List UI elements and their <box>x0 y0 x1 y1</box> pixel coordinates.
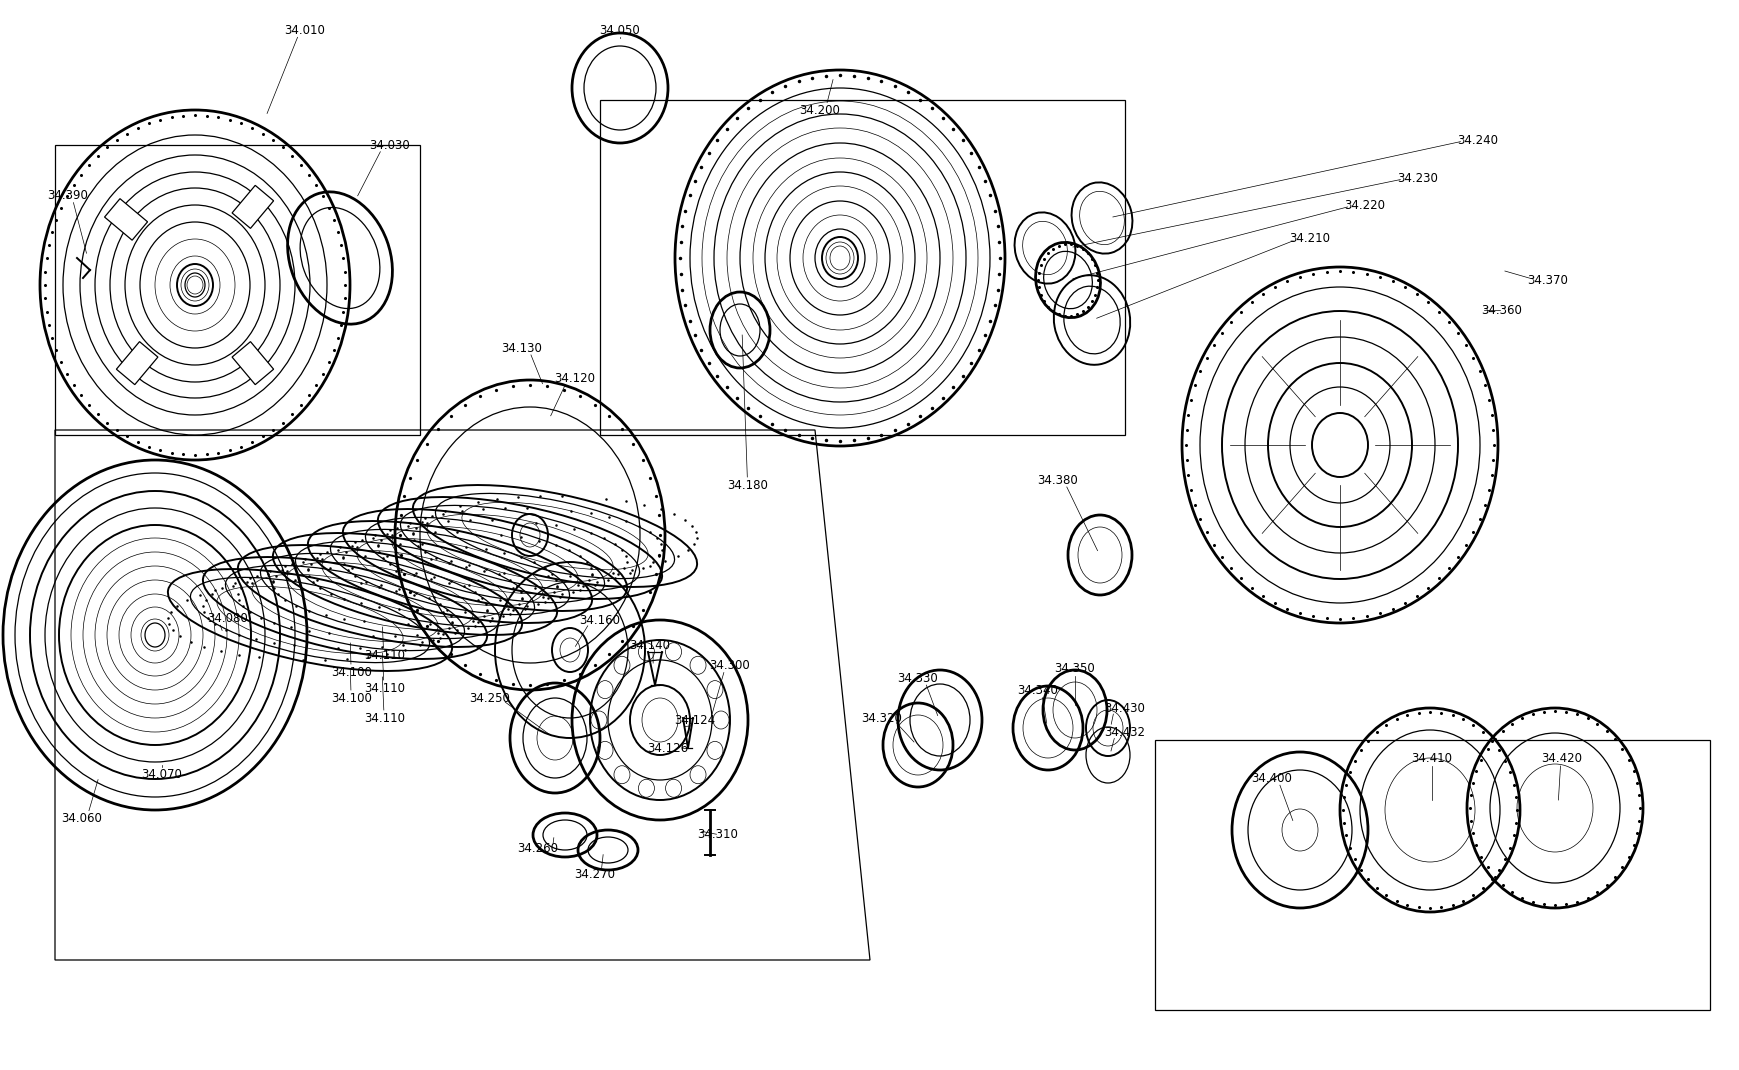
Text: 34.350: 34.350 <box>1054 661 1096 674</box>
Text: 34.400: 34.400 <box>1250 771 1292 784</box>
Text: 34.240: 34.240 <box>1457 134 1497 147</box>
Text: 34.110: 34.110 <box>363 682 405 694</box>
Bar <box>231 185 273 228</box>
Text: 34.120: 34.120 <box>555 371 595 384</box>
Bar <box>231 341 273 384</box>
Bar <box>117 341 158 384</box>
Text: 34.030: 34.030 <box>369 138 410 152</box>
Text: 34.230: 34.230 <box>1396 171 1438 184</box>
Text: 34.050: 34.050 <box>600 24 640 36</box>
Bar <box>104 199 148 240</box>
Text: 34.432: 34.432 <box>1104 725 1144 738</box>
Text: 34.370: 34.370 <box>1527 274 1567 287</box>
Text: 34.100: 34.100 <box>332 666 372 678</box>
Text: 34.130: 34.130 <box>501 341 543 354</box>
Text: 34.210: 34.210 <box>1289 231 1330 245</box>
Text: 34.420: 34.420 <box>1541 751 1581 764</box>
Text: 34.180: 34.180 <box>727 478 769 491</box>
Text: 34.320: 34.320 <box>861 712 903 724</box>
Text: 34.250: 34.250 <box>470 691 510 704</box>
Text: 34.126: 34.126 <box>647 742 689 754</box>
Text: 34.410: 34.410 <box>1410 751 1452 764</box>
Text: 34.340: 34.340 <box>1017 684 1057 697</box>
Text: 34.310: 34.310 <box>697 828 737 841</box>
Text: 34.360: 34.360 <box>1480 304 1522 317</box>
Text: 34.070: 34.070 <box>141 768 183 781</box>
Text: 34.300: 34.300 <box>710 658 750 672</box>
Text: 34.124: 34.124 <box>675 714 715 727</box>
Text: 34.060: 34.060 <box>61 811 103 825</box>
Text: 34.110: 34.110 <box>363 648 405 661</box>
Text: 34.380: 34.380 <box>1036 474 1078 487</box>
Text: 34.080: 34.080 <box>207 611 249 625</box>
Text: 34.330: 34.330 <box>897 672 937 685</box>
Text: 34.270: 34.270 <box>574 869 616 882</box>
Text: 34.200: 34.200 <box>800 104 840 117</box>
Text: 34.100: 34.100 <box>332 691 372 704</box>
Text: 34.430: 34.430 <box>1104 702 1144 715</box>
Text: 34.110: 34.110 <box>363 712 405 724</box>
Text: 34.160: 34.160 <box>579 613 621 627</box>
Text: 34.260: 34.260 <box>516 841 558 855</box>
Text: 34.140: 34.140 <box>630 639 670 652</box>
Text: 34.390: 34.390 <box>47 188 89 201</box>
Text: 34.220: 34.220 <box>1344 199 1384 212</box>
Text: 34.010: 34.010 <box>285 24 325 36</box>
